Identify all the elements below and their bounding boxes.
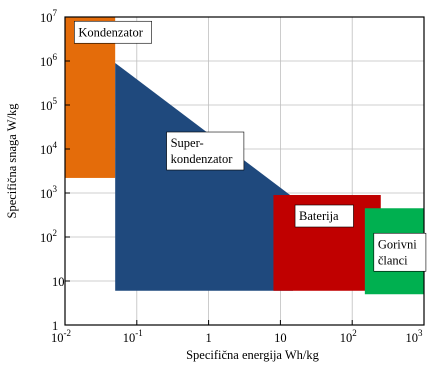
y-axis-title: Specifična snaga W/kg	[5, 103, 19, 219]
label-box-gorivni-lanci	[373, 232, 427, 272]
label-box-super-kondenzator	[166, 131, 245, 171]
label-baterija: Baterija	[294, 204, 354, 228]
label-gorivni-lanci: Gorivni članci	[373, 232, 427, 272]
y-tick-label-4: 104	[40, 140, 58, 157]
x-tick-label-3: 10	[274, 331, 287, 345]
region-kondenzator	[65, 17, 116, 178]
label-kondenzator: Kondenzator	[74, 20, 152, 44]
ticks: 10-2 10-1 1 10 102 103 1 10 102 103 104 105 106 107	[40, 8, 425, 345]
label-text-gorivni-lanci-1: Gorivni	[378, 237, 417, 251]
plot-border	[64, 16, 425, 326]
x-tick-label-1: 10-1	[123, 328, 143, 345]
label-text-super-kondenzator-2: kondenzator	[171, 152, 234, 166]
x-tick-label-0: 10-2	[51, 328, 71, 345]
label-box-kondenzator	[74, 20, 152, 44]
y-tick-label-3: 103	[40, 184, 58, 201]
label-box-baterija	[294, 204, 354, 228]
label-text-baterija-1: Baterija	[299, 209, 339, 223]
x-tick-label-5: 103	[406, 328, 424, 345]
y-tick-label-1: 10	[52, 275, 65, 289]
y-tick-label-2: 102	[40, 228, 57, 245]
label-text-kondenzator-1: Kondenzator	[78, 25, 143, 39]
y-tick-label-0: 1	[52, 319, 58, 333]
region-labels: Kondenzator Super-kondenzator Baterija Gori…	[74, 20, 427, 272]
y-tick-label-7: 107	[40, 8, 58, 25]
y-tick-label-6: 106	[40, 52, 58, 69]
label-text-gorivni-lanci-2: članci	[378, 253, 408, 267]
x-axis-title: Specifična energija Wh/kg	[186, 348, 320, 362]
x-tick-label-2: 1	[205, 331, 211, 345]
regions	[65, 17, 424, 295]
y-tick-label-5: 105	[40, 96, 58, 113]
x-tick-label-4: 102	[340, 328, 357, 345]
region-super-kondenzator	[115, 63, 294, 291]
label-super-kondenzator: Super-kondenzator	[166, 131, 245, 171]
label-text-super-kondenzator-1: Super-	[171, 136, 204, 150]
